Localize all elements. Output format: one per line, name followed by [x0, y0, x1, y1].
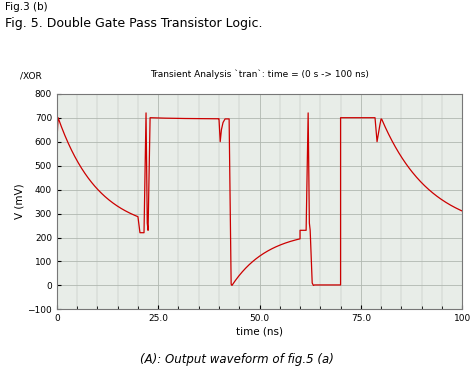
X-axis label: time (ns): time (ns) — [236, 326, 283, 336]
Text: Fig. 5. Double Gate Pass Transistor Logic.: Fig. 5. Double Gate Pass Transistor Logi… — [5, 17, 262, 30]
Y-axis label: V (mV): V (mV) — [15, 184, 25, 219]
Text: (A): Output waveform of fig.5 (a): (A): Output waveform of fig.5 (a) — [140, 352, 334, 366]
Text: Fig.3 (b): Fig.3 (b) — [5, 2, 47, 12]
Title: Transient Analysis `tran`: time = (0 s -> 100 ns): Transient Analysis `tran`: time = (0 s -… — [150, 70, 369, 79]
Text: /XOR: /XOR — [20, 72, 42, 81]
